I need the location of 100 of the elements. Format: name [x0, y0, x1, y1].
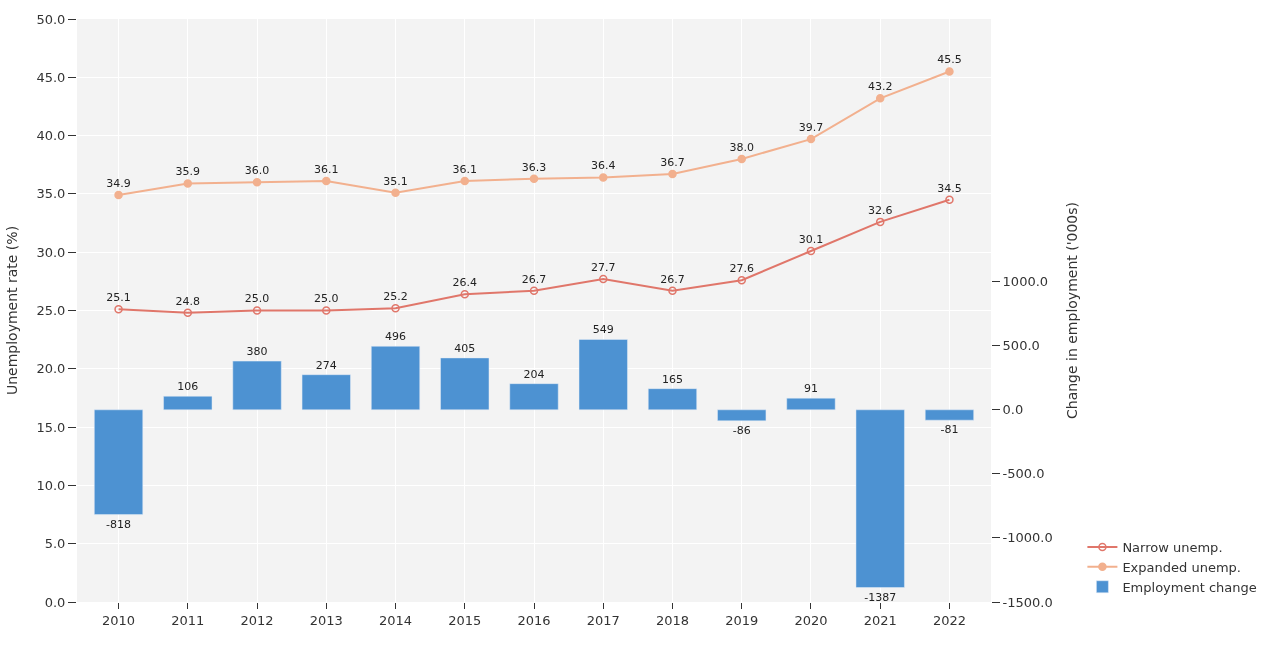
data-label: -1387	[864, 590, 897, 604]
point	[806, 134, 816, 144]
bar	[232, 360, 282, 411]
bar	[717, 409, 767, 422]
data-label: 549	[592, 323, 614, 337]
data-label: 36.0	[244, 164, 270, 178]
y-tick-label: 40.0	[36, 128, 66, 144]
bar	[924, 409, 974, 421]
data-label: 36.1	[452, 162, 478, 176]
point	[322, 176, 331, 186]
x-tick-label: 2017	[586, 612, 620, 628]
point	[945, 67, 954, 76]
point	[114, 305, 123, 314]
y-tick-label: 5.0	[44, 536, 66, 552]
point	[460, 176, 470, 186]
bar	[578, 339, 628, 411]
point	[252, 306, 262, 315]
y-tick-label: 35.0	[36, 186, 66, 202]
data-label: 36.1	[314, 162, 339, 176]
bar	[440, 357, 490, 411]
data-label: 380	[246, 345, 268, 359]
data-label: 26.7	[521, 272, 547, 286]
x-tick-label: 2015	[448, 612, 482, 628]
data-label: 32.6	[867, 203, 893, 217]
point	[598, 173, 608, 182]
data-label: 36.3	[521, 160, 547, 174]
y2-tick-label: -1500.0	[1002, 594, 1053, 610]
data-label: 38.0	[729, 140, 754, 154]
x-tick-label: 2012	[240, 612, 274, 628]
data-label: 25.0	[314, 292, 339, 306]
y2-tick-label: 0.0	[1002, 402, 1024, 418]
data-label: 34.9	[106, 176, 131, 190]
legend-label: Employment change	[1122, 579, 1257, 595]
bar	[648, 388, 697, 411]
y2-tick-label: -500.0	[1002, 466, 1045, 482]
data-label: 91	[803, 382, 818, 396]
data-label: 165	[661, 372, 683, 386]
point	[183, 179, 193, 188]
data-label: 24.8	[175, 294, 201, 308]
data-label: 39.7	[798, 120, 824, 134]
data-label: -81	[940, 423, 959, 437]
y2-axis-title: Change in employment ('000s)	[1064, 202, 1081, 419]
x-tick-label: 2021	[863, 612, 897, 628]
bar	[94, 409, 144, 515]
x-tick-label: 2016	[517, 612, 551, 628]
x-tick-label: 2010	[102, 612, 136, 628]
point	[183, 308, 193, 318]
y2-tick-label: 1000.0	[1002, 274, 1049, 290]
data-label: 35.9	[175, 165, 201, 179]
data-label: 25.0	[244, 292, 270, 306]
data-label: 106	[177, 380, 199, 394]
data-label: -86	[732, 423, 751, 437]
legend-label: Expanded unemp.	[1122, 559, 1241, 575]
point	[391, 188, 400, 197]
x-tick-label: 2022	[932, 612, 966, 628]
data-label: 45.5	[937, 53, 962, 67]
point	[460, 289, 470, 299]
x-tick-label: 2014	[378, 612, 413, 628]
x-tick-label: 2020	[794, 612, 828, 628]
y-tick-label: 25.0	[36, 303, 66, 319]
y-tick-label: 15.0	[36, 419, 66, 435]
bar	[855, 409, 905, 588]
y-tick-label: 45.0	[36, 69, 66, 85]
x-tick-label: 2011	[171, 612, 205, 628]
point	[945, 195, 954, 204]
point	[391, 303, 400, 313]
y2-tick-label: 500.0	[1002, 338, 1040, 354]
point	[598, 274, 608, 284]
data-label: 36.7	[660, 155, 685, 169]
point	[668, 286, 677, 295]
point	[737, 154, 746, 164]
x-tick-label: 2019	[725, 612, 759, 628]
data-label: 34.5	[937, 181, 962, 195]
point	[668, 169, 677, 179]
legend-label: Narrow unemp.	[1122, 540, 1223, 556]
data-label: 274	[315, 358, 337, 372]
data-label: 27.7	[590, 260, 616, 274]
data-label: 496	[385, 330, 407, 344]
data-label: 35.1	[383, 174, 408, 188]
bar	[371, 346, 420, 411]
y-tick-label: 50.0	[36, 11, 66, 27]
data-label: 30.1	[798, 232, 824, 246]
x-tick-label: 2013	[309, 612, 343, 628]
y-axis-title: Unemployment rate (%)	[4, 225, 21, 396]
y-tick-label: 10.0	[36, 477, 66, 493]
data-label: 36.4	[590, 159, 616, 173]
point	[322, 306, 331, 315]
point	[529, 174, 539, 183]
data-label: -818	[106, 517, 132, 531]
bar	[509, 383, 559, 411]
bar	[786, 397, 836, 411]
data-label: 204	[523, 367, 545, 381]
point	[737, 275, 746, 285]
point	[806, 246, 816, 256]
y2-tick-label: -1000.0	[1002, 530, 1053, 546]
point	[875, 94, 885, 103]
data-label: 27.6	[729, 262, 754, 276]
x-tick-label: 2018	[655, 612, 690, 628]
point	[875, 217, 885, 227]
y-tick-label: 0.0	[44, 594, 66, 610]
